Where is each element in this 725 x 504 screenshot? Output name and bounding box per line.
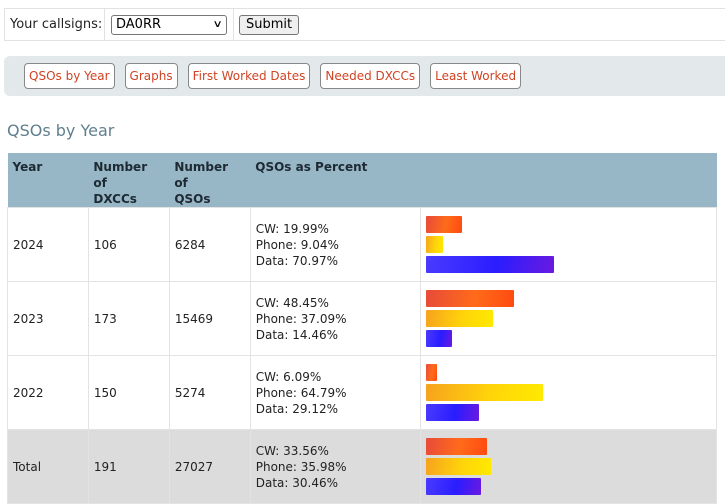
cell-percent: CW: 48.45% Phone: 37.09% Data: 14.46%	[249, 281, 422, 356]
header-year: Year	[7, 153, 89, 208]
cell-dxccs: 173	[87, 281, 170, 356]
bar-data	[426, 330, 453, 347]
bar-cw	[426, 290, 514, 307]
page-title: QSOs by Year	[7, 121, 115, 140]
cell-percent: CW: 33.56% Phone: 35.98% Data: 30.46%	[249, 429, 422, 504]
cell-qsos: 15469	[168, 281, 251, 356]
cell-year: Total	[7, 429, 89, 504]
header-dxccs: Number of DXCCs	[88, 153, 170, 208]
callsign-select-cell: DA0RR ∨	[105, 9, 234, 40]
header-qsos-line2: QSOs	[174, 192, 211, 206]
bar-data	[426, 478, 482, 495]
percent-data: Data: 70.97%	[255, 253, 339, 268]
cell-percent: CW: 6.09% Phone: 64.79% Data: 29.12%	[249, 355, 422, 430]
bar-phone	[426, 310, 494, 327]
cell-dxccs: 150	[87, 355, 170, 430]
table-total-row: Total 191 27027 CW: 33.56% Phone: 35.98% Data…	[7, 429, 717, 504]
cell-bars	[420, 355, 717, 430]
percent-phone: Phone: 64.79%	[255, 385, 347, 400]
percent-data: Data: 14.46%	[255, 327, 339, 342]
percent-cw: CW: 19.99%	[255, 221, 329, 236]
submit-cell: Submit	[234, 9, 300, 40]
nav-qsos-by-year[interactable]: QSOs by Year	[24, 63, 115, 89]
nav-needed-dxccs[interactable]: Needed DXCCs	[320, 63, 421, 89]
header-bars	[420, 153, 717, 208]
bar-cw	[426, 364, 438, 381]
bar-cw	[426, 216, 463, 233]
percent-phone: Phone: 9.04%	[255, 237, 339, 252]
bar-phone	[426, 236, 443, 253]
chevron-down-icon: ∨	[212, 19, 223, 30]
table-header-row: Year Number of DXCCs Number of QSOs QSOs…	[7, 153, 717, 208]
nav-graphs[interactable]: Graphs	[124, 63, 178, 89]
percent-phone: Phone: 37.09%	[255, 311, 347, 326]
percent-data: Data: 29.12%	[255, 401, 339, 416]
header-percent: QSOs as Percent	[250, 153, 421, 208]
bar-phone	[426, 384, 544, 401]
nav-bar: QSOs by Year Graphs First Worked Dates N…	[4, 56, 725, 96]
callsign-select[interactable]: DA0RR ∨	[111, 14, 227, 35]
bar-data	[426, 404, 479, 421]
header-dxccs-line2: DXCCs	[93, 192, 137, 206]
bar-data	[426, 256, 555, 273]
cell-dxccs: 106	[87, 207, 170, 282]
header-qsos-line1: Number of	[174, 160, 229, 190]
percent-cw: CW: 6.09%	[255, 369, 322, 384]
submit-button[interactable]: Submit	[239, 14, 300, 35]
cell-bars	[420, 281, 717, 356]
table-row: 2023 173 15469 CW: 48.45% Phone: 37.09% Data:…	[7, 281, 717, 356]
nav-least-worked[interactable]: Least Worked	[430, 63, 522, 89]
cell-year: 2023	[7, 281, 89, 356]
cell-percent: CW: 19.99% Phone: 9.04% Data: 70.97%	[249, 207, 422, 282]
cell-year: 2022	[7, 355, 89, 430]
percent-cw: CW: 33.56%	[255, 443, 329, 458]
cell-qsos: 27027	[168, 429, 251, 504]
bar-phone	[426, 458, 492, 475]
cell-year: 2024	[7, 207, 89, 282]
cell-qsos: 6284	[168, 207, 251, 282]
percent-data: Data: 30.46%	[255, 475, 339, 490]
qsos-table: Year Number of DXCCs Number of QSOs QSOs…	[7, 153, 717, 504]
bar-cw	[426, 438, 487, 455]
cell-bars	[420, 429, 717, 504]
cell-dxccs: 191	[87, 429, 170, 504]
callsign-form: Your callsigns: DA0RR ∨ Submit	[4, 8, 725, 41]
nav-first-worked-dates[interactable]: First Worked Dates	[187, 63, 311, 89]
percent-phone: Phone: 35.98%	[255, 459, 347, 474]
header-qsos: Number of QSOs	[169, 153, 251, 208]
callsign-select-value: DA0RR	[116, 17, 162, 32]
cell-qsos: 5274	[168, 355, 251, 430]
header-dxccs-line1: Number of	[93, 160, 148, 190]
table-row: 2022 150 5274 CW: 6.09% Phone: 64.79% Data: 2…	[7, 355, 717, 430]
table-row: 2024 106 6284 CW: 19.99% Phone: 9.04% Data: 7…	[7, 207, 717, 282]
percent-cw: CW: 48.45%	[255, 295, 329, 310]
callsign-label-cell: Your callsigns:	[5, 9, 105, 40]
cell-bars	[420, 207, 717, 282]
callsign-label: Your callsigns:	[10, 17, 103, 32]
